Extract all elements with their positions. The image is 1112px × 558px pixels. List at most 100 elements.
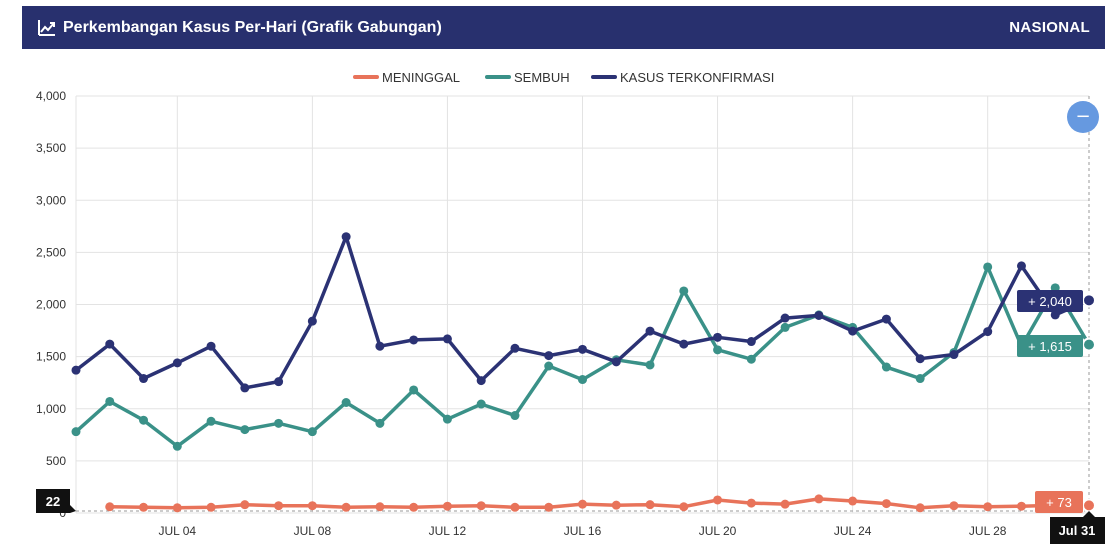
data-point[interactable] (1050, 310, 1060, 320)
data-point[interactable] (1082, 337, 1096, 352)
data-point[interactable] (375, 418, 385, 428)
data-point[interactable] (409, 502, 419, 512)
data-point[interactable] (983, 502, 993, 512)
data-point[interactable] (814, 310, 824, 320)
data-point[interactable] (274, 418, 284, 428)
data-point[interactable] (544, 351, 554, 361)
data-point[interactable] (206, 502, 216, 512)
legend-item-label[interactable]: SEMBUH (514, 70, 570, 85)
x-tick-label: JUL 16 (564, 524, 602, 538)
data-point[interactable] (71, 427, 81, 437)
data-point[interactable] (442, 334, 452, 344)
data-point[interactable] (713, 345, 723, 355)
y-tick-label: 1,500 (36, 350, 66, 364)
tooltip-value: + 2,040 (1028, 294, 1072, 309)
data-point[interactable] (139, 415, 149, 425)
data-point[interactable] (341, 397, 351, 407)
data-point[interactable] (780, 313, 790, 323)
data-point[interactable] (1082, 498, 1096, 513)
data-point[interactable] (983, 262, 993, 272)
data-point[interactable] (172, 358, 182, 368)
data-point[interactable] (307, 501, 317, 511)
data-point[interactable] (172, 503, 182, 513)
x-tick-label: JUL 12 (429, 524, 467, 538)
data-point[interactable] (881, 362, 891, 372)
data-point[interactable] (341, 232, 351, 242)
data-point[interactable] (746, 337, 756, 347)
data-point[interactable] (375, 502, 385, 512)
data-point[interactable] (611, 500, 621, 510)
data-point[interactable] (611, 357, 621, 367)
y-crosshair-label-box (36, 489, 70, 513)
data-point[interactable] (139, 502, 149, 512)
data-point[interactable] (341, 502, 351, 512)
data-point[interactable] (578, 499, 587, 509)
data-point[interactable] (679, 286, 689, 296)
data-point[interactable] (915, 374, 925, 384)
legend-item-label[interactable]: MENINGGAL (382, 70, 460, 85)
data-point[interactable] (307, 427, 317, 437)
data-point[interactable] (442, 501, 452, 511)
data-point[interactable] (510, 343, 520, 353)
data-point[interactable] (881, 314, 891, 324)
data-point[interactable] (375, 341, 385, 351)
y-tick-label: 3,500 (36, 141, 66, 155)
minus-icon[interactable]: − (1075, 106, 1090, 127)
data-point[interactable] (105, 396, 115, 406)
data-point[interactable] (105, 502, 115, 512)
zoom-reset-button[interactable] (1067, 101, 1099, 133)
data-point[interactable] (476, 399, 486, 409)
data-point[interactable] (544, 361, 554, 371)
data-point[interactable] (679, 502, 689, 512)
data-point[interactable] (949, 350, 959, 360)
data-point[interactable] (307, 316, 317, 326)
data-point[interactable] (1016, 501, 1026, 511)
data-point[interactable] (645, 326, 655, 336)
data-point[interactable] (746, 354, 756, 364)
data-point[interactable] (544, 502, 554, 512)
data-point[interactable] (983, 327, 993, 337)
data-point[interactable] (713, 495, 723, 505)
data-point[interactable] (713, 332, 723, 342)
data-point[interactable] (949, 501, 959, 511)
data-point[interactable] (105, 339, 115, 349)
data-point[interactable] (274, 501, 284, 511)
data-point[interactable] (814, 494, 824, 504)
data-point[interactable] (476, 501, 486, 511)
data-point[interactable] (139, 374, 149, 384)
data-point[interactable] (578, 375, 587, 385)
data-point[interactable] (780, 499, 790, 509)
data-point[interactable] (206, 341, 216, 351)
data-point[interactable] (442, 414, 452, 424)
data-point[interactable] (510, 502, 520, 512)
data-point[interactable] (206, 416, 216, 426)
data-point[interactable] (240, 500, 250, 510)
data-point[interactable] (274, 377, 284, 387)
data-point[interactable] (881, 499, 891, 509)
tooltip-box (1017, 335, 1083, 357)
data-point[interactable] (848, 496, 858, 506)
data-point[interactable] (915, 354, 925, 364)
data-point[interactable] (578, 344, 587, 354)
data-point[interactable] (679, 339, 689, 349)
data-point[interactable] (172, 441, 182, 451)
header-title-group: Perkembangan Kasus Per-Hari (Grafik Gabu… (37, 18, 442, 38)
data-point[interactable] (409, 385, 419, 395)
x-tick-label: JUL 24 (834, 524, 872, 538)
series-line (108, 497, 1091, 510)
data-point[interactable] (780, 322, 790, 332)
data-point[interactable] (1082, 293, 1096, 308)
data-point[interactable] (409, 335, 419, 345)
data-point[interactable] (71, 365, 81, 375)
data-point[interactable] (645, 360, 655, 370)
data-point[interactable] (476, 376, 486, 386)
data-point[interactable] (240, 383, 250, 393)
data-point[interactable] (510, 411, 520, 421)
data-point[interactable] (746, 498, 756, 508)
data-point[interactable] (1016, 261, 1026, 271)
data-point[interactable] (240, 425, 250, 435)
data-point[interactable] (645, 500, 655, 510)
data-point[interactable] (915, 503, 925, 513)
legend-item-label[interactable]: KASUS TERKONFIRMASI (620, 70, 774, 85)
data-point[interactable] (848, 326, 858, 336)
